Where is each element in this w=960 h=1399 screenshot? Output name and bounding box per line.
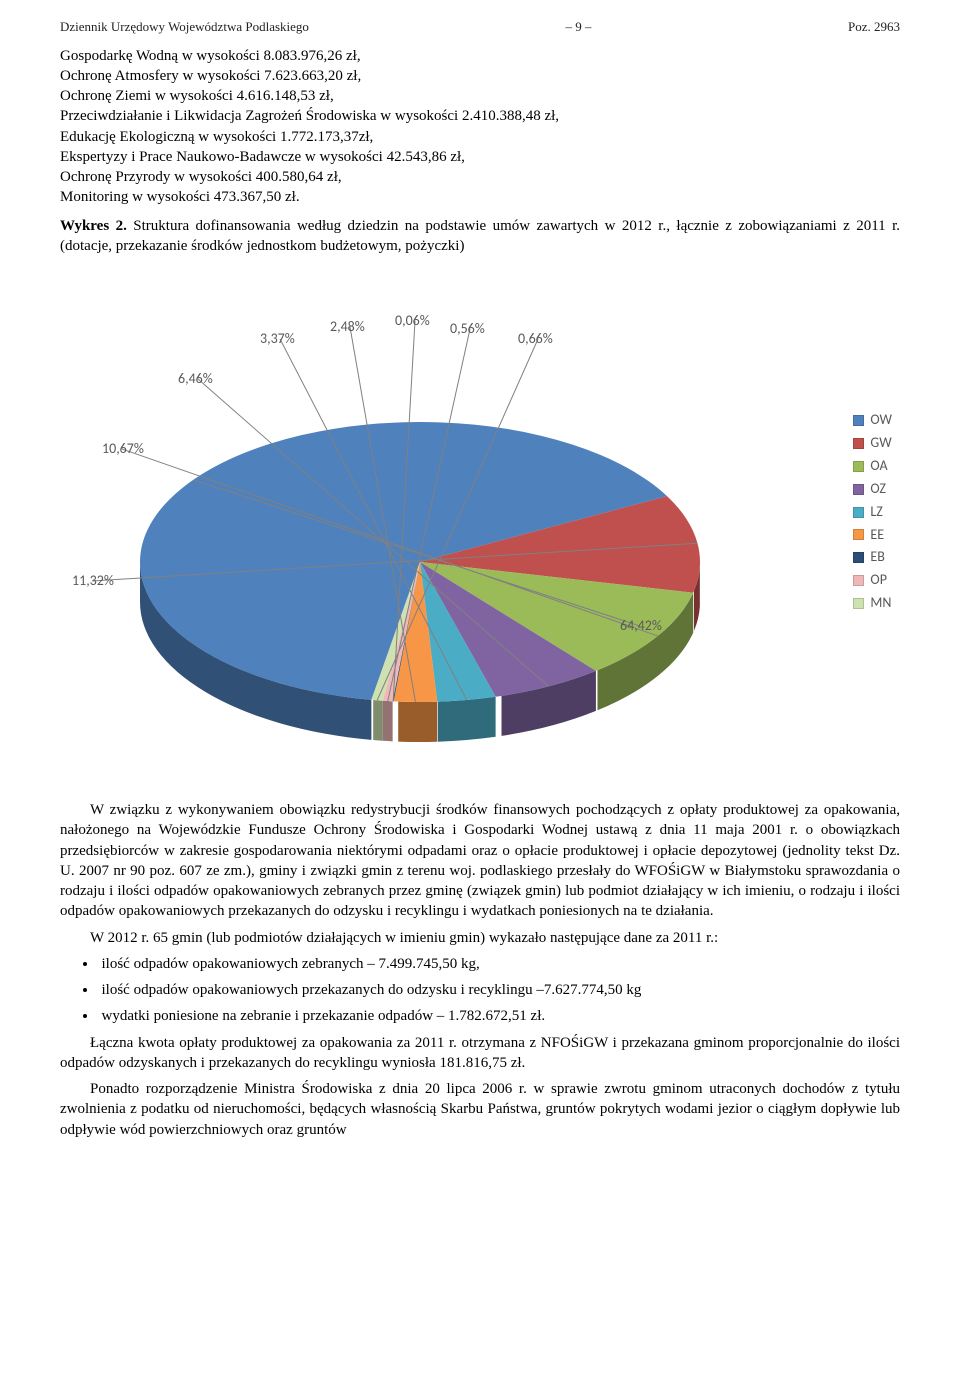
intro-line: Przeciwdziałanie i Likwidacja Zagrożeń Ś…: [60, 106, 900, 126]
legend-swatch: [853, 438, 864, 449]
legend-label: LZ: [870, 503, 882, 522]
legend-swatch: [853, 507, 864, 518]
intro-lines: Gospodarkę Wodną w wysokości 8.083.976,2…: [60, 46, 900, 208]
legend-label: OA: [870, 457, 887, 476]
page-header: Dziennik Urzędowy Województwa Podlaskieg…: [60, 18, 900, 36]
legend-item: OP: [853, 571, 892, 590]
intro-line: Ochronę Atmosfery w wysokości 7.623.663,…: [60, 66, 900, 86]
legend-label: MN: [870, 594, 891, 613]
legend-label: OZ: [870, 480, 886, 499]
header-right: Poz. 2963: [848, 18, 900, 36]
legend-item: MN: [853, 594, 892, 613]
legend-item: OZ: [853, 480, 892, 499]
legend-swatch: [853, 484, 864, 495]
legend-label: OW: [870, 411, 892, 430]
pie-side: [398, 702, 437, 742]
paragraph-2: W 2012 r. 65 gmin (lub podmiotów działaj…: [60, 928, 900, 948]
pie-chart: OW GW OA OZ LZ EE EB OP MN 64,42% 11,32% 10,67% 6,4…: [60, 272, 900, 792]
slice-percent-label: 0,56%: [450, 320, 485, 339]
header-page-number: – 9 –: [565, 18, 591, 36]
chart-caption-label: Wykres 2.: [60, 218, 127, 234]
intro-line: Ekspertyzy i Prace Naukowo-Badawcze w wy…: [60, 147, 900, 167]
intro-line: Ochronę Ziemi w wysokości 4.616.148,53 z…: [60, 86, 900, 106]
slice-percent-label: 10,67%: [102, 440, 144, 459]
legend-label: EE: [870, 526, 884, 545]
legend-item: OW: [853, 411, 892, 430]
legend-swatch: [853, 529, 864, 540]
slice-percent-label: 6,46%: [178, 370, 213, 389]
pie-side: [383, 701, 393, 742]
legend-label: OP: [870, 571, 887, 590]
slice-percent-label: 11,32%: [72, 572, 114, 591]
legend-item: OA: [853, 457, 892, 476]
chart-caption-text: Struktura dofinansowania według dziedzin…: [60, 218, 900, 254]
legend-item: LZ: [853, 503, 892, 522]
legend-item: GW: [853, 434, 892, 453]
legend-item: EB: [853, 548, 892, 567]
bullet-item: ilość odpadów opakowaniowych zebranych –…: [98, 954, 901, 974]
bullet-item: ilość odpadów opakowaniowych przekazanyc…: [98, 980, 901, 1000]
slice-percent-label: 0,66%: [518, 330, 553, 349]
slice-percent-label: 0,06%: [395, 312, 430, 331]
pie-side: [373, 700, 383, 741]
legend-label: EB: [870, 548, 884, 567]
bullet-list: ilość odpadów opakowaniowych zebranych –…: [98, 954, 901, 1027]
header-left: Dziennik Urzędowy Województwa Podlaskieg…: [60, 18, 309, 36]
paragraph-1: W związku z wykonywaniem obowiązku redys…: [60, 800, 900, 922]
legend-label: GW: [870, 434, 891, 453]
pie-side: [438, 697, 496, 742]
intro-line: Edukację Ekologiczną w wysokości 1.772.1…: [60, 127, 900, 147]
slice-percent-label: 2,48%: [330, 318, 365, 337]
slice-percent-label: 3,37%: [260, 330, 295, 349]
legend-item: EE: [853, 526, 892, 545]
chart-caption: Wykres 2. Struktura dofinansowania wedłu…: [60, 216, 900, 257]
intro-line: Monitoring w wysokości 473.367,50 zł.: [60, 187, 900, 207]
pie-chart-svg: [60, 272, 780, 792]
legend-swatch: [853, 598, 864, 609]
paragraph-4: Ponadto rozporządzenie Ministra Środowis…: [60, 1079, 900, 1140]
bullet-item: wydatki poniesione na zebranie i przekaz…: [98, 1006, 901, 1026]
chart-legend: OW GW OA OZ LZ EE EB OP MN: [853, 407, 892, 617]
slice-percent-label: 64,42%: [620, 617, 662, 636]
legend-swatch: [853, 575, 864, 586]
intro-line: Ochronę Przyrody w wysokości 400.580,64 …: [60, 167, 900, 187]
legend-swatch: [853, 461, 864, 472]
legend-swatch: [853, 415, 864, 426]
paragraph-3: Łączna kwota opłaty produktowej za opako…: [60, 1033, 900, 1074]
intro-line: Gospodarkę Wodną w wysokości 8.083.976,2…: [60, 46, 900, 66]
legend-swatch: [853, 552, 864, 563]
